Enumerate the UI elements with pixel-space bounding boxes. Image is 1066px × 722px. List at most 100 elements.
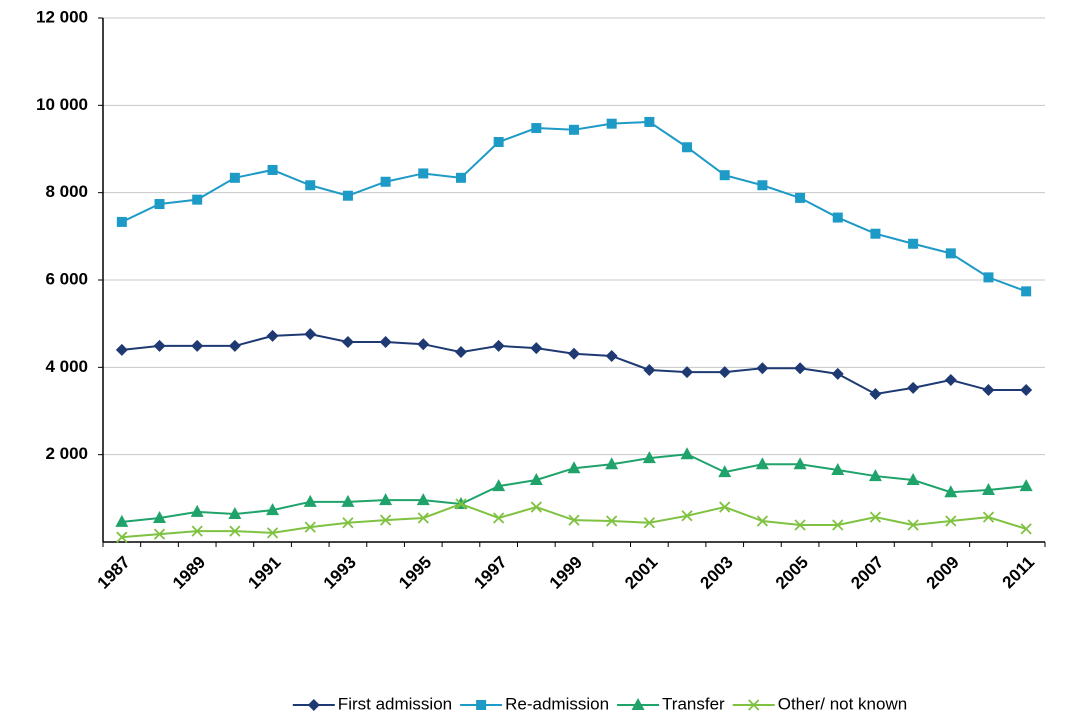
- x-tick-label: 1989: [169, 553, 209, 593]
- x-tick-label: 1999: [546, 553, 586, 593]
- marker: [1020, 523, 1032, 535]
- marker: [455, 172, 466, 183]
- marker: [1019, 479, 1033, 492]
- marker: [908, 238, 919, 249]
- marker: [116, 216, 127, 227]
- marker: [981, 483, 995, 496]
- series-line: [121, 120, 1027, 293]
- marker: [229, 172, 240, 183]
- marker: [228, 507, 242, 520]
- x-tick-label: 1993: [320, 553, 360, 593]
- marker: [1020, 384, 1033, 397]
- marker: [756, 515, 769, 527]
- marker: [756, 362, 769, 375]
- marker: [832, 212, 843, 223]
- marker: [153, 339, 166, 352]
- x-tick-label: 2003: [697, 553, 737, 593]
- marker: [944, 485, 958, 498]
- marker: [417, 512, 429, 524]
- marker: [944, 373, 957, 386]
- x-tick-label: 2001: [621, 553, 661, 593]
- x-tick-label: 1987: [94, 553, 134, 593]
- marker: [793, 457, 807, 470]
- marker: [568, 514, 580, 526]
- legend-label: First admission: [338, 694, 452, 713]
- marker: [757, 180, 768, 191]
- marker: [983, 272, 994, 283]
- x-tick-label: 2005: [772, 553, 812, 593]
- marker: [1021, 286, 1032, 297]
- marker: [870, 228, 881, 239]
- marker: [454, 346, 467, 359]
- marker: [907, 519, 919, 531]
- series-line: [121, 333, 1027, 396]
- marker: [153, 510, 167, 523]
- marker: [493, 137, 504, 148]
- marker: [719, 170, 730, 181]
- marker: [680, 447, 694, 460]
- marker: [748, 699, 760, 711]
- marker: [305, 180, 316, 191]
- legend-label: Re-admission: [505, 694, 609, 713]
- marker: [342, 517, 354, 529]
- marker: [795, 192, 806, 203]
- y-tick-label: 8 000: [45, 182, 88, 201]
- y-tick-label: 12 000: [36, 7, 88, 26]
- marker: [229, 525, 241, 537]
- marker: [266, 329, 279, 342]
- marker: [307, 699, 320, 711]
- marker: [191, 525, 203, 537]
- marker: [379, 336, 392, 349]
- marker: [643, 517, 655, 529]
- marker: [643, 363, 656, 376]
- marker: [631, 698, 645, 710]
- marker: [228, 339, 241, 352]
- marker: [718, 366, 731, 379]
- marker: [380, 176, 391, 187]
- marker: [681, 366, 694, 379]
- marker: [266, 527, 279, 539]
- marker: [418, 168, 429, 179]
- marker: [681, 510, 693, 522]
- marker: [492, 339, 505, 352]
- marker: [303, 494, 317, 507]
- marker: [606, 118, 617, 129]
- y-tick-label: 2 000: [45, 444, 88, 463]
- x-tick-label: 2007: [847, 553, 887, 593]
- marker: [794, 519, 806, 531]
- marker: [531, 123, 542, 134]
- marker: [945, 515, 957, 527]
- legend-label: Other/ not known: [778, 694, 907, 713]
- x-tick-label: 2009: [923, 553, 963, 593]
- marker: [153, 528, 166, 540]
- marker: [831, 462, 845, 475]
- marker: [191, 339, 204, 352]
- marker: [115, 343, 128, 356]
- marker: [642, 451, 656, 464]
- marker: [606, 515, 618, 527]
- marker: [341, 336, 354, 349]
- x-tick-label: 1997: [470, 553, 510, 593]
- marker: [605, 457, 619, 470]
- marker: [455, 498, 467, 510]
- marker: [569, 124, 579, 135]
- marker: [530, 342, 543, 355]
- marker: [192, 194, 203, 205]
- x-tick-label: 1995: [395, 553, 435, 593]
- y-tick-label: 10 000: [36, 95, 88, 114]
- marker: [417, 338, 430, 351]
- marker: [492, 479, 506, 492]
- marker: [755, 457, 769, 470]
- marker: [116, 531, 128, 543]
- marker: [342, 190, 353, 201]
- marker: [416, 493, 430, 506]
- marker: [718, 465, 732, 478]
- marker: [266, 503, 280, 516]
- marker: [476, 700, 487, 710]
- marker: [605, 349, 618, 362]
- marker: [719, 501, 731, 513]
- marker: [682, 142, 693, 153]
- marker: [267, 164, 278, 175]
- marker: [982, 384, 995, 397]
- y-tick-label: 4 000: [45, 357, 88, 376]
